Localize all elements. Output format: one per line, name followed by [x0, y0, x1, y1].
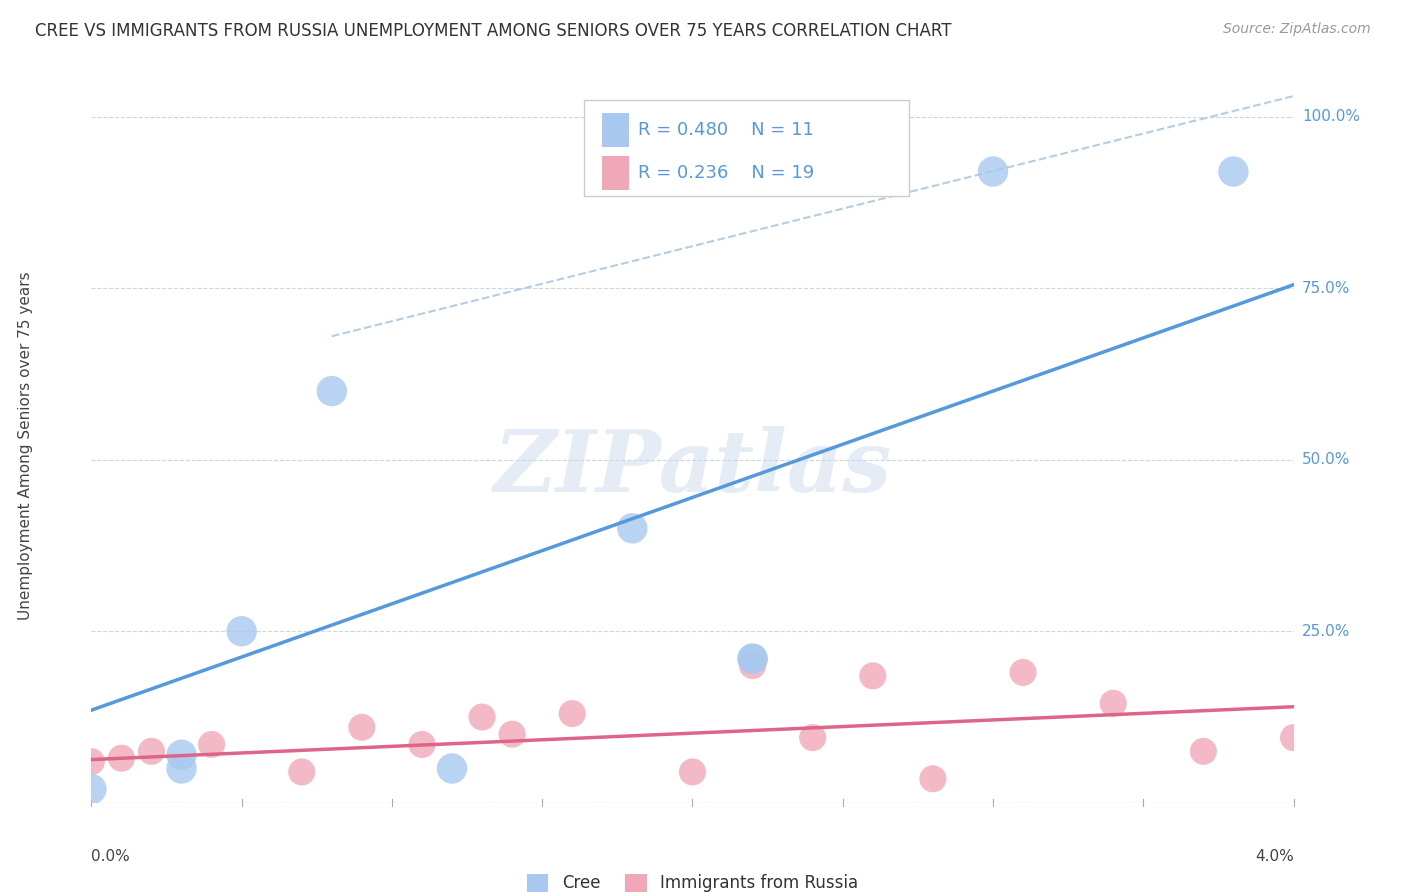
- Text: 50.0%: 50.0%: [1302, 452, 1350, 467]
- Text: R = 0.480    N = 11: R = 0.480 N = 11: [638, 121, 814, 139]
- FancyBboxPatch shape: [585, 100, 908, 196]
- Point: [471, 710, 494, 724]
- Point: [201, 738, 224, 752]
- Point: [440, 762, 463, 776]
- Point: [501, 727, 523, 741]
- Point: [1012, 665, 1035, 680]
- FancyBboxPatch shape: [602, 156, 628, 190]
- Point: [741, 651, 763, 665]
- Point: [80, 755, 103, 769]
- Point: [170, 747, 193, 762]
- Text: R = 0.236    N = 19: R = 0.236 N = 19: [638, 164, 814, 182]
- Point: [321, 384, 343, 398]
- Point: [1222, 164, 1244, 178]
- Point: [981, 164, 1004, 178]
- Point: [1102, 696, 1125, 710]
- Point: [741, 651, 763, 665]
- Point: [561, 706, 583, 721]
- Point: [231, 624, 253, 639]
- Text: 100.0%: 100.0%: [1302, 109, 1360, 124]
- Point: [1282, 731, 1305, 745]
- Point: [621, 521, 644, 535]
- Text: ZIPatlas: ZIPatlas: [494, 425, 891, 509]
- Point: [862, 669, 884, 683]
- Text: 75.0%: 75.0%: [1302, 281, 1350, 295]
- Point: [170, 762, 193, 776]
- FancyBboxPatch shape: [602, 113, 628, 147]
- Point: [141, 744, 163, 758]
- Text: 0.0%: 0.0%: [91, 849, 131, 864]
- Point: [80, 782, 103, 797]
- Text: 4.0%: 4.0%: [1254, 849, 1294, 864]
- Legend: Cree, Immigrants from Russia: Cree, Immigrants from Russia: [520, 867, 865, 892]
- Point: [922, 772, 945, 786]
- Point: [801, 731, 824, 745]
- Text: Source: ZipAtlas.com: Source: ZipAtlas.com: [1223, 22, 1371, 37]
- Text: 25.0%: 25.0%: [1302, 624, 1350, 639]
- Text: Unemployment Among Seniors over 75 years: Unemployment Among Seniors over 75 years: [18, 272, 32, 620]
- Point: [681, 764, 703, 779]
- Point: [1192, 744, 1215, 758]
- Point: [291, 764, 314, 779]
- Text: CREE VS IMMIGRANTS FROM RUSSIA UNEMPLOYMENT AMONG SENIORS OVER 75 YEARS CORRELAT: CREE VS IMMIGRANTS FROM RUSSIA UNEMPLOYM…: [35, 22, 952, 40]
- Point: [110, 751, 132, 765]
- Point: [741, 658, 763, 673]
- Point: [411, 738, 433, 752]
- Point: [350, 720, 373, 734]
